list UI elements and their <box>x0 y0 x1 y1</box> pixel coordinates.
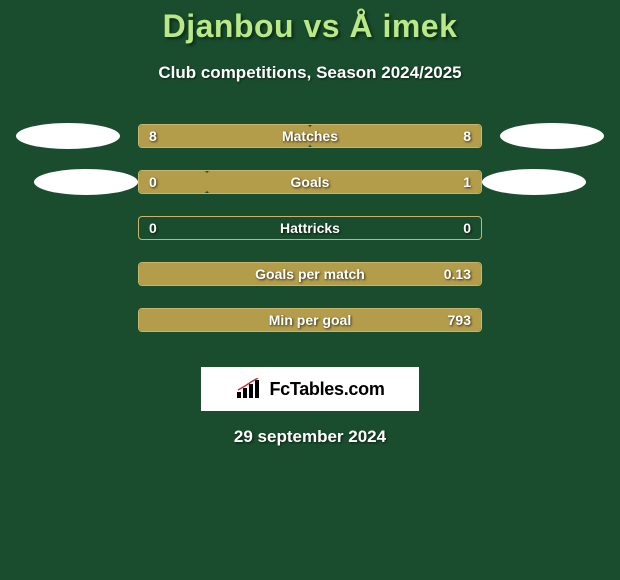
stat-value-left: 8 <box>149 128 157 144</box>
stat-value-right: 793 <box>448 312 471 328</box>
player-left-marker <box>16 123 120 149</box>
spacer <box>16 261 120 287</box>
stat-bar: 0 Hattricks 0 <box>138 216 482 240</box>
stat-row: Min per goal 793 <box>0 297 620 343</box>
fctables-logo-box[interactable]: FcTables.com <box>201 367 419 411</box>
logo-text: FcTables.com <box>269 379 384 400</box>
stat-value-right: 1 <box>463 174 471 190</box>
stat-row: 0 Goals 1 <box>0 159 620 205</box>
stat-row: 0 Hattricks 0 <box>0 205 620 251</box>
stat-row: Goals per match 0.13 <box>0 251 620 297</box>
spacer <box>500 307 604 333</box>
stat-bar: Goals per match 0.13 <box>138 262 482 286</box>
stats-section: 8 Matches 8 0 Goals 1 0 Hattricks 0 Goals per mat… <box>0 113 620 343</box>
stat-value-left: 0 <box>149 174 157 190</box>
competition-subtitle: Club competitions, Season 2024/2025 <box>0 63 620 83</box>
stat-label: Goals <box>291 174 330 190</box>
player-right-marker <box>482 169 586 195</box>
stat-label: Goals per match <box>255 266 365 282</box>
player-left-marker <box>34 169 138 195</box>
spacer <box>500 261 604 287</box>
stat-label: Hattricks <box>280 220 340 236</box>
bar-fill-right <box>207 171 481 193</box>
spacer <box>16 215 120 241</box>
stat-value-left: 0 <box>149 220 157 236</box>
bar-chart-icon <box>235 378 263 400</box>
comparison-title: Djanbou vs Å imek <box>0 8 620 45</box>
player-right-marker <box>500 123 604 149</box>
infographic-container: Djanbou vs Å imek Club competitions, Sea… <box>0 0 620 447</box>
stat-label: Min per goal <box>269 312 351 328</box>
stat-value-right: 0.13 <box>444 266 471 282</box>
stat-value-right: 8 <box>463 128 471 144</box>
spacer <box>500 215 604 241</box>
stat-bar: 8 Matches 8 <box>138 124 482 148</box>
stat-bar: 0 Goals 1 <box>138 170 482 194</box>
stat-value-right: 0 <box>463 220 471 236</box>
stat-bar: Min per goal 793 <box>138 308 482 332</box>
stat-label: Matches <box>282 128 338 144</box>
stat-row: 8 Matches 8 <box>0 113 620 159</box>
date-text: 29 september 2024 <box>0 427 620 447</box>
spacer <box>16 307 120 333</box>
